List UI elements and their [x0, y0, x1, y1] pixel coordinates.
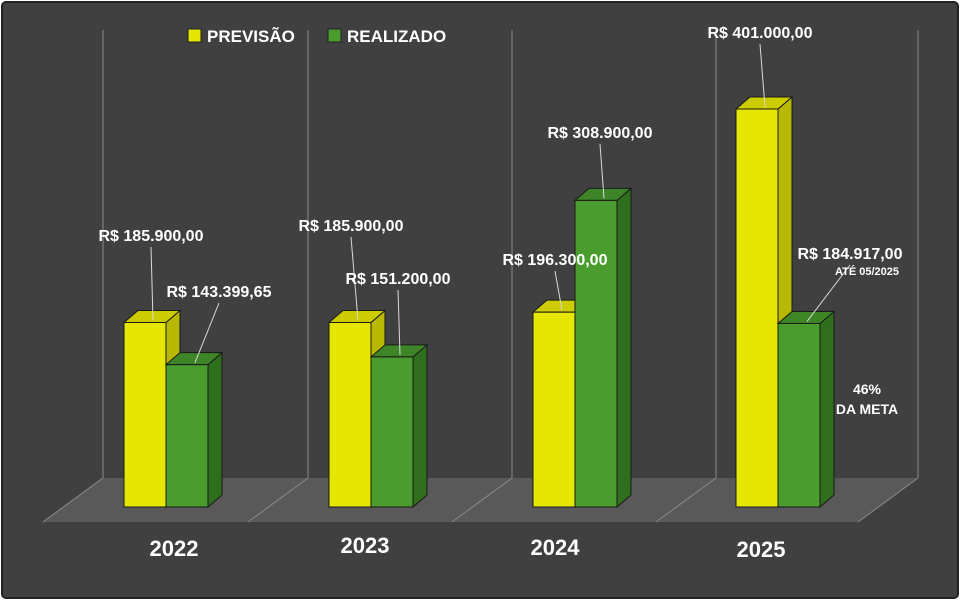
- gridlines: [42, 30, 919, 523]
- data-label-realizado-2022: R$ 143.399,65: [167, 284, 272, 301]
- data-label-realizado-2023: R$ 151.200,00: [346, 271, 451, 288]
- note-until-date: ATÉ 05/2025: [835, 265, 899, 278]
- floor-gridline: [655, 477, 717, 523]
- bar-front: [735, 108, 779, 508]
- legend-swatch-realizado: [327, 28, 342, 43]
- floor-gridline: [857, 477, 919, 523]
- leader-line: [150, 246, 154, 321]
- bar-front: [574, 199, 618, 508]
- bar-front: [123, 321, 167, 508]
- leader-line: [397, 289, 401, 355]
- floor-gridline: [247, 477, 309, 523]
- leader-line: [554, 270, 563, 311]
- category-label-2023: 2023: [341, 533, 390, 558]
- legend-swatch-previsao: [187, 28, 202, 43]
- leader-line: [194, 302, 220, 363]
- category-label-2025: 2025: [737, 537, 786, 562]
- bar-front: [165, 364, 209, 508]
- category-label-2022: 2022: [150, 536, 199, 561]
- data-label-previsao-2024: R$ 196.300,00: [503, 252, 608, 269]
- data-label-realizado-2025: R$ 184.917,00: [798, 246, 903, 263]
- bar-front: [370, 356, 414, 508]
- leader-line: [806, 264, 851, 322]
- bar-side: [207, 351, 223, 509]
- bar-side: [412, 343, 428, 509]
- legend: PREVISÃO REALIZADO: [187, 26, 446, 46]
- data-labels: R$ 185.900,00 R$ 143.399,65 R$ 185.900,00 R…: [99, 25, 903, 363]
- leader-line: [350, 236, 359, 321]
- leader-line: [759, 43, 766, 108]
- data-label-previsao-2023: R$ 185.900,00: [299, 218, 404, 235]
- bar-realizado-2024: [573, 187, 633, 509]
- legend-label-realizado: REALIZADO: [347, 27, 446, 46]
- floor-gridline: [451, 477, 513, 523]
- data-label-previsao-2025: R$ 401.000,00: [708, 25, 813, 42]
- category-labels: 2022 2023 2024 2025: [150, 533, 786, 562]
- bar-side: [819, 310, 835, 509]
- data-label-previsao-2022: R$ 185.900,00: [99, 228, 204, 245]
- bar-front: [532, 311, 576, 508]
- bars: [122, 95, 836, 509]
- data-label-realizado-2024: R$ 308.900,00: [548, 125, 653, 142]
- bar-realizado-2023: [369, 343, 429, 509]
- leader-line: [599, 143, 605, 199]
- note-meta-text: DA META: [836, 401, 898, 417]
- bar-side: [616, 187, 632, 509]
- category-label-2024: 2024: [531, 535, 581, 560]
- note-meta-percent: 46%: [853, 381, 882, 397]
- chart-floor: [42, 478, 918, 522]
- bar-front: [777, 322, 821, 508]
- floor-gridline: [42, 477, 104, 523]
- bar-realizado-2022: [164, 351, 224, 509]
- bar-realizado-2025: [776, 310, 836, 509]
- legend-label-previsao: PREVISÃO: [207, 26, 295, 46]
- bar-front: [328, 321, 372, 508]
